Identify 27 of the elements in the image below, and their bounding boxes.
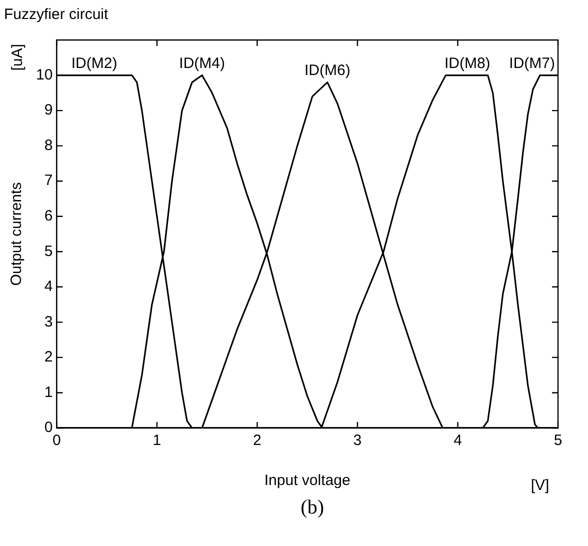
x-axis-title: Input voltage <box>264 472 350 490</box>
y-tick-label: 5 <box>44 242 53 260</box>
y-tick-label: 2 <box>44 348 53 366</box>
y-tick-label: 9 <box>44 102 53 119</box>
legend-label: ID(M2) <box>71 54 118 72</box>
text: [uA] <box>9 44 26 71</box>
x-tick-label: 1 <box>152 432 162 450</box>
y-axis-title: Output currents <box>8 182 26 286</box>
y-tick-label: 10 <box>36 66 53 84</box>
text: [V] <box>530 477 550 494</box>
series-label: ID(M4) <box>179 54 225 72</box>
x-tick-label: 5 <box>554 432 562 450</box>
legend-label: ID(M6) <box>304 62 350 79</box>
legend-label: ID(M7) <box>509 54 556 72</box>
x-tick-label: 3 <box>353 432 362 450</box>
x-tick-label: 4 <box>454 432 462 450</box>
y-tick-label: 1 <box>44 384 53 401</box>
text: (b) <box>300 496 324 518</box>
y-tick-label: 6 <box>44 208 53 225</box>
x-tick-label: 2 <box>253 432 262 450</box>
legend-label: ID(M8) <box>444 54 490 72</box>
y-tick-label: 8 <box>44 136 53 154</box>
y-tick-label: 4 <box>44 278 53 296</box>
y-tick-label: 0 <box>44 419 53 436</box>
y-tick-label: 7 <box>44 172 53 190</box>
chart-title: Fuzzyfier circuit <box>4 6 110 24</box>
y-tick-label: 3 <box>44 313 53 330</box>
